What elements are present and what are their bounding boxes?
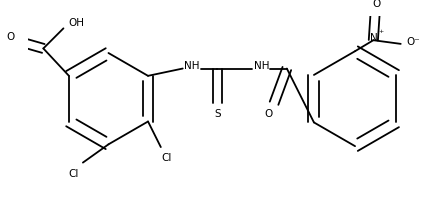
Text: O: O: [6, 32, 15, 43]
Text: Cl: Cl: [69, 168, 79, 179]
Text: NH: NH: [254, 61, 269, 71]
Text: O⁻: O⁻: [407, 37, 420, 47]
Text: NH: NH: [184, 61, 200, 71]
Text: O: O: [373, 0, 381, 9]
Text: N: N: [370, 33, 378, 43]
Text: O: O: [264, 109, 273, 119]
Text: +: +: [378, 29, 383, 34]
Text: Cl: Cl: [161, 153, 171, 163]
Text: S: S: [214, 109, 221, 119]
Text: OH: OH: [68, 18, 84, 28]
